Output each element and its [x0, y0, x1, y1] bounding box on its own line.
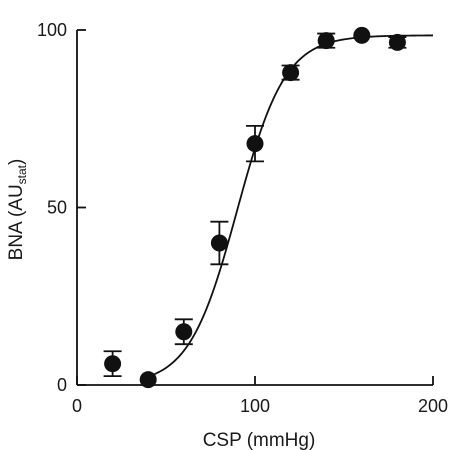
y-axis-label-subscript: stat [15, 164, 29, 184]
x-axis-label: CSP (mmHg) [203, 430, 316, 450]
axes [77, 30, 433, 385]
x-tick-label: 200 [418, 396, 448, 416]
y-axis-label: BNA (AUstat) [6, 159, 29, 261]
data-point-group [140, 371, 157, 388]
data-point [389, 34, 406, 51]
data-point [353, 27, 370, 44]
data-point-group [388, 34, 406, 51]
data-point-group [104, 351, 122, 376]
y-tick-label: 50 [47, 198, 67, 218]
data-points [104, 27, 407, 388]
y-axis-label-main: BNA (AU [6, 184, 27, 260]
x-tick-label: 0 [72, 396, 82, 416]
data-point [140, 371, 157, 388]
data-point [247, 135, 264, 152]
y-axis-label-close: ) [6, 159, 27, 165]
data-point-group [210, 222, 228, 265]
ticks: 0 100 200 0 50 100 [37, 20, 448, 416]
y-tick-label: 100 [37, 20, 67, 40]
data-point [318, 32, 335, 49]
data-point-group [353, 27, 370, 44]
data-point [282, 64, 299, 81]
data-point [175, 323, 192, 340]
data-point [104, 355, 121, 372]
fit-curve [148, 35, 433, 376]
x-tick-label: 100 [240, 396, 270, 416]
data-point [211, 235, 228, 252]
y-tick-label: 0 [57, 375, 67, 395]
